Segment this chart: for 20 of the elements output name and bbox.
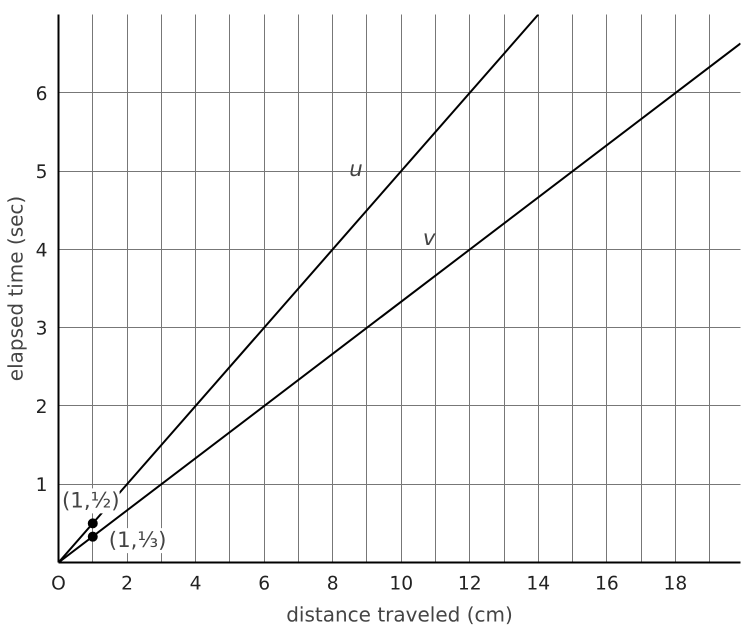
x-tick-label: 8 — [326, 574, 339, 594]
x-tick-label: 14 — [526, 574, 550, 594]
y-tick-label: 3 — [36, 318, 48, 340]
x-tick-label: O — [51, 574, 66, 594]
x-tick-label: 12 — [458, 574, 482, 594]
x-tick-label: 2 — [121, 574, 133, 594]
annotation: (1,⅓) — [108, 528, 166, 554]
x-tick-label: 6 — [258, 574, 270, 594]
x-tick-label: 18 — [664, 574, 688, 594]
y-tick-label: 5 — [36, 162, 48, 184]
x-tick-label: 16 — [594, 574, 619, 594]
x-tick-label: 4 — [190, 574, 202, 594]
y-tick-label: 6 — [36, 84, 48, 105]
y-axis-title: elapsed time (sec) — [4, 196, 28, 382]
x-tick-label: 10 — [389, 574, 414, 594]
x-axis-title: distance traveled (cm) — [286, 602, 513, 626]
annotation: (1,½) — [62, 488, 120, 514]
y-tick-label: 1 — [36, 475, 48, 496]
y-tick-label: 2 — [36, 396, 48, 418]
y-tick-label: 4 — [36, 240, 48, 262]
